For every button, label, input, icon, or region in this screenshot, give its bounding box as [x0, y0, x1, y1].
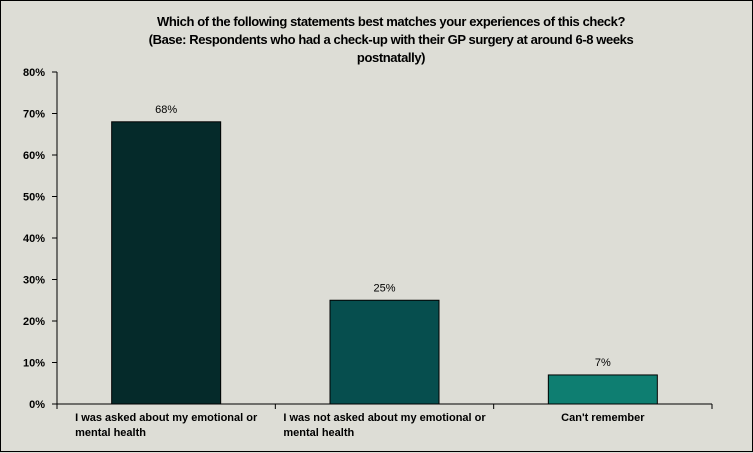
bar: [111, 121, 222, 405]
x-category-label: Can't remember: [561, 411, 644, 426]
chart-title-line-1: Which of the following statements best m…: [157, 14, 625, 29]
y-tick-label: 20%: [23, 316, 45, 328]
y-tick-label: 70%: [23, 109, 45, 121]
y-tick-label: 40%: [23, 233, 45, 245]
y-tick-label: 0%: [29, 399, 45, 411]
x-category-label-line: mental health: [283, 427, 355, 439]
bar-data-label: 7%: [595, 357, 611, 369]
bar: [547, 374, 658, 405]
chart-bars: [111, 121, 658, 405]
y-tick-label: 50%: [23, 192, 45, 204]
x-category-label-line: I was asked about my emotional or: [75, 412, 258, 424]
chart-title-line-3: postnatally): [356, 50, 426, 65]
bar-data-label: 25%: [373, 282, 395, 294]
x-category-label-line: Can't remember: [561, 412, 645, 424]
y-tick-label: 30%: [23, 275, 45, 287]
y-tick-label: 60%: [23, 150, 45, 162]
bar: [329, 299, 440, 405]
x-category-label-line: I was not asked about my emotional or: [283, 412, 486, 424]
x-category-label: I was asked about my emotional or mental …: [75, 411, 257, 441]
y-tick-label: 80%: [23, 67, 45, 79]
y-tick-label: 10%: [23, 358, 45, 370]
x-category-label: I was not asked about my emotional or men…: [283, 411, 485, 441]
chart-title-line-2: (Base: Respondents who had a check-up wi…: [148, 32, 634, 47]
chart-axes: 0% 10% 20% 30% 40% 50% 60% 70% 80%: [23, 67, 713, 411]
x-category-label-line: mental health: [75, 427, 146, 439]
chart-title: Which of the following statements best m…: [61, 13, 721, 67]
chart-data-labels: 68% 25% 7%: [155, 104, 611, 369]
bar-data-label: 68%: [155, 104, 177, 116]
